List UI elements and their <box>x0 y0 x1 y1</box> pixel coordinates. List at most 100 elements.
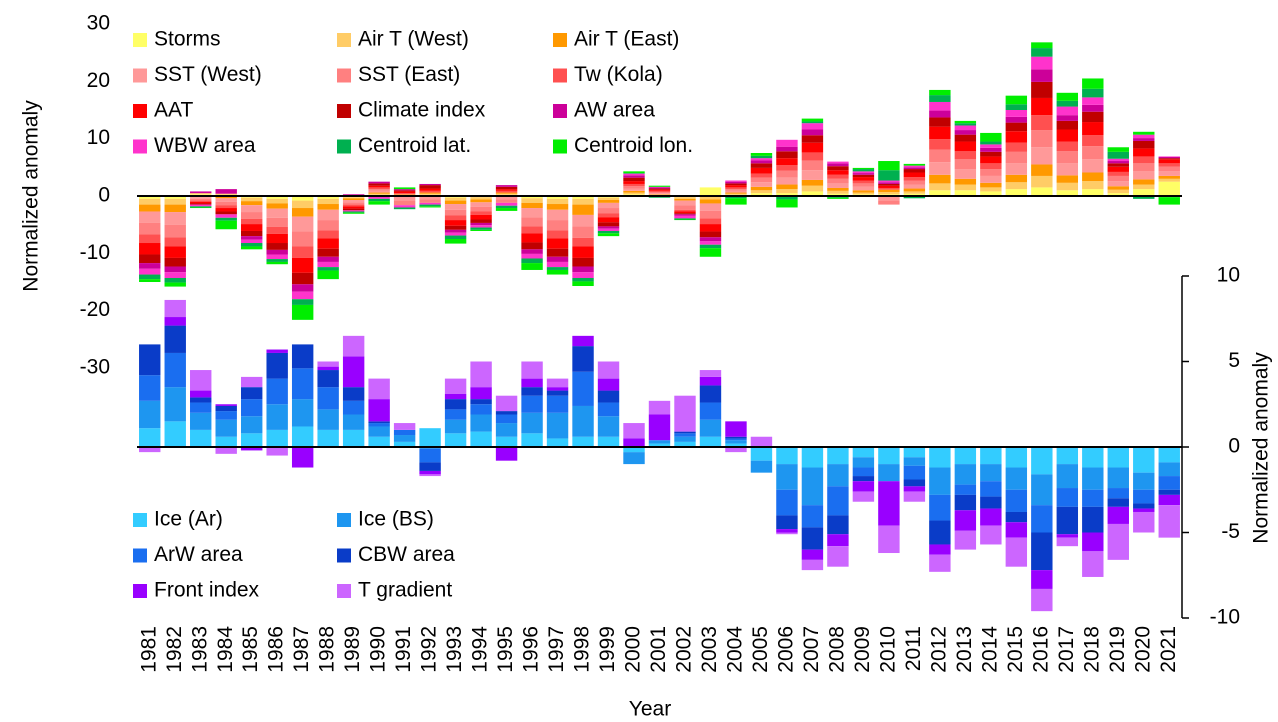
bar-segment <box>852 491 875 502</box>
bar-segment <box>852 173 875 175</box>
bar-segment <box>929 520 951 545</box>
bar-segment <box>342 335 365 357</box>
legend-swatch <box>133 548 147 563</box>
y-tick-label: -20 <box>80 298 110 321</box>
bar-segment <box>317 238 339 249</box>
bar-segment <box>1107 151 1129 159</box>
bar-segment <box>190 207 212 209</box>
bar-segment <box>1082 551 1104 577</box>
bar-segment <box>801 129 824 136</box>
bar-segment <box>444 433 467 447</box>
bar-segment <box>1133 184 1155 190</box>
bar-segment <box>954 184 977 191</box>
bar-segment <box>674 197 696 199</box>
bar-segment <box>419 206 441 208</box>
bar-segment <box>342 429 365 447</box>
bar-segment <box>1031 81 1053 98</box>
bar-segment <box>240 218 263 225</box>
bar-segment <box>954 120 977 124</box>
bar-segment <box>1107 498 1129 507</box>
bar-segment <box>801 559 824 571</box>
bar-segment <box>929 149 951 163</box>
bar-segment <box>419 196 441 200</box>
bar-segment <box>878 200 900 205</box>
bar-segment <box>954 484 977 495</box>
bar-segment <box>1005 174 1028 183</box>
bar-segment <box>1056 120 1079 130</box>
bar-segment <box>827 546 849 567</box>
legend-label: AAT <box>154 99 193 122</box>
bar-segment <box>139 375 161 401</box>
bar-segment <box>572 371 594 406</box>
bar-segment <box>674 200 696 206</box>
bar-segment <box>419 470 441 475</box>
bar-segment <box>674 433 696 437</box>
bar-segment <box>1005 116 1028 123</box>
legend-swatch <box>133 33 147 47</box>
bar-segment <box>291 246 314 258</box>
bar-segment <box>546 378 569 388</box>
bar-segment <box>878 189 900 192</box>
bar-segment <box>368 192 390 194</box>
bar-segment <box>139 211 161 223</box>
bar-segment <box>699 370 722 377</box>
bar-segment <box>164 299 186 318</box>
bar-segment <box>623 173 645 176</box>
bar-segment <box>495 196 518 200</box>
bar-segment <box>776 529 798 533</box>
x-tick-label: 2000 <box>622 626 645 673</box>
bar-segment <box>623 452 645 465</box>
bar-segment <box>495 411 518 415</box>
bar-segment <box>1082 159 1104 173</box>
bar-segment <box>1031 97 1053 116</box>
bar-segment <box>139 234 161 244</box>
bar-segment <box>648 191 671 194</box>
bar-segment <box>1158 178 1180 182</box>
bar-segment <box>368 190 390 193</box>
bar-segment <box>470 387 492 400</box>
x-tick-label: 1998 <box>571 626 594 673</box>
x-tick-label: 1982 <box>163 626 186 673</box>
bar-segment <box>776 199 798 208</box>
bar-segment <box>699 196 722 200</box>
bar-segment <box>291 299 314 305</box>
x-tick-label: 2012 <box>927 626 950 673</box>
bar-segment <box>419 188 441 191</box>
bar-segment <box>521 202 543 209</box>
bar-segment <box>470 431 492 447</box>
bar-segment <box>597 202 620 209</box>
legend-label: Centroid lon. <box>574 134 693 157</box>
bar-segment <box>648 187 671 189</box>
bar-segment <box>878 161 900 171</box>
bar-segment <box>801 185 824 192</box>
bar-segment <box>878 481 900 526</box>
bar-segment <box>139 400 161 429</box>
bar-segment <box>1056 92 1079 101</box>
bar-segment <box>1107 171 1129 176</box>
bar-segment <box>597 378 620 391</box>
bar-segment <box>368 189 390 191</box>
bar-segment <box>572 436 594 447</box>
bar-segment <box>419 193 441 195</box>
bar-segment <box>980 151 1002 157</box>
bar-segment <box>648 188 671 190</box>
legend-swatch <box>553 33 567 47</box>
bar-segment <box>546 412 569 439</box>
bar-segment <box>1133 503 1155 509</box>
bar-segment <box>725 192 747 194</box>
bar-segment <box>699 199 722 204</box>
bar-segment <box>521 198 543 203</box>
bar-segment <box>317 267 339 271</box>
bar-segment <box>623 438 645 447</box>
bar-segment <box>291 231 314 247</box>
bar-segment <box>368 181 390 184</box>
bar-segment <box>1133 131 1155 135</box>
bar-segment <box>980 525 1002 545</box>
bar-segment <box>444 378 467 394</box>
bar-segment <box>929 554 951 572</box>
bar-segment <box>954 123 977 126</box>
bar-segment <box>903 196 926 199</box>
x-tick-label: 2019 <box>1106 626 1129 673</box>
bar-segment <box>699 402 722 420</box>
bar-segment <box>1056 129 1079 142</box>
